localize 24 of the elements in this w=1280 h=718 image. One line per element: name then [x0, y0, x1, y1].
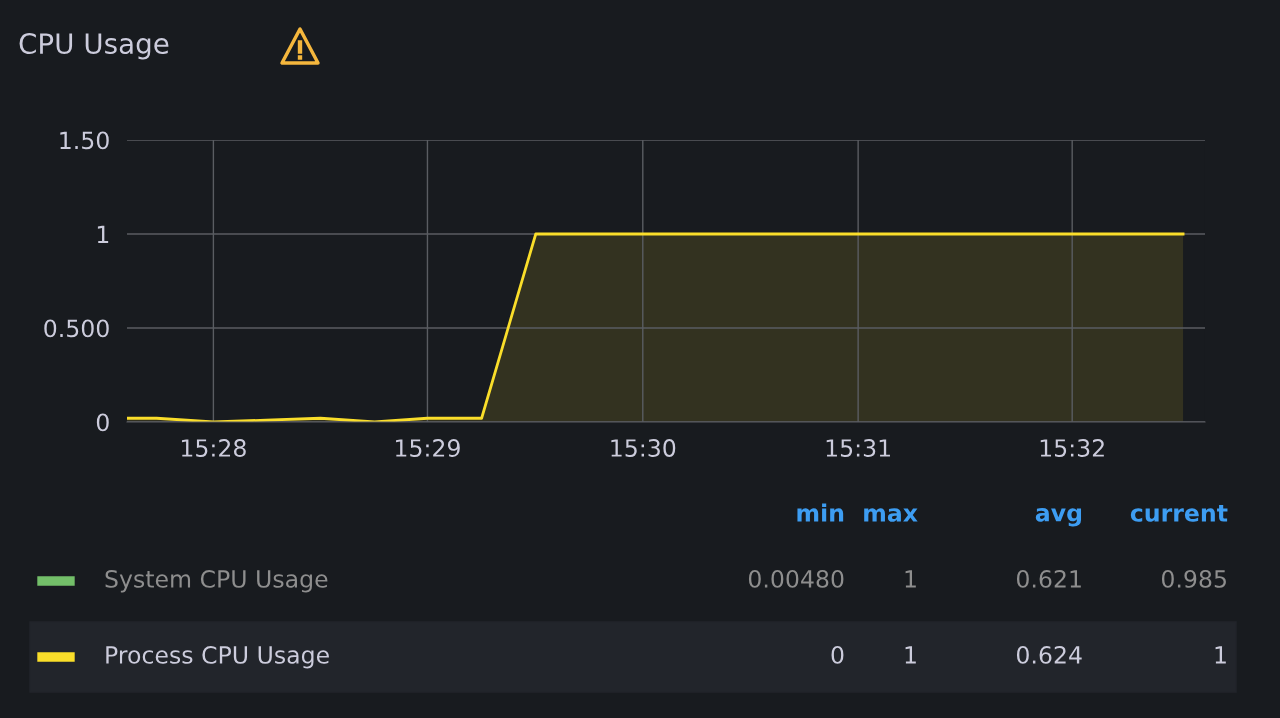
text: 1 [905, 646, 916, 664]
x-tick-label: 15:28 [181, 439, 246, 457]
x-tick-label: 15:30 [611, 439, 676, 457]
text: min [797, 503, 844, 522]
text: 0.00480 [748, 569, 844, 588]
text: current [1130, 504, 1228, 522]
y-tick-label: 0.500 [44, 319, 109, 338]
legend-label: System CPU Usage [105, 569, 328, 593]
x-tick-label: 15:32 [1040, 439, 1104, 457]
text: 0.621 [1016, 569, 1081, 588]
y-tick-label: 1 [97, 225, 109, 243]
y-tick-label: 0 [96, 413, 109, 432]
text: 0.985 [1161, 569, 1226, 588]
y-tick-label: 1.50 [60, 131, 109, 150]
x-tick-label: 15:29 [396, 439, 460, 457]
chart-title: CPU Usage [19, 33, 169, 60]
text: 0 [831, 645, 844, 664]
text: 1 [905, 570, 916, 588]
text: 1 [1215, 646, 1226, 664]
x-tick-label: 15:31 [826, 439, 890, 457]
text: avg [1035, 508, 1082, 527]
text: 0.624 [1016, 645, 1082, 664]
legend-label: Process CPU Usage [106, 645, 329, 669]
text: max [864, 508, 918, 522]
